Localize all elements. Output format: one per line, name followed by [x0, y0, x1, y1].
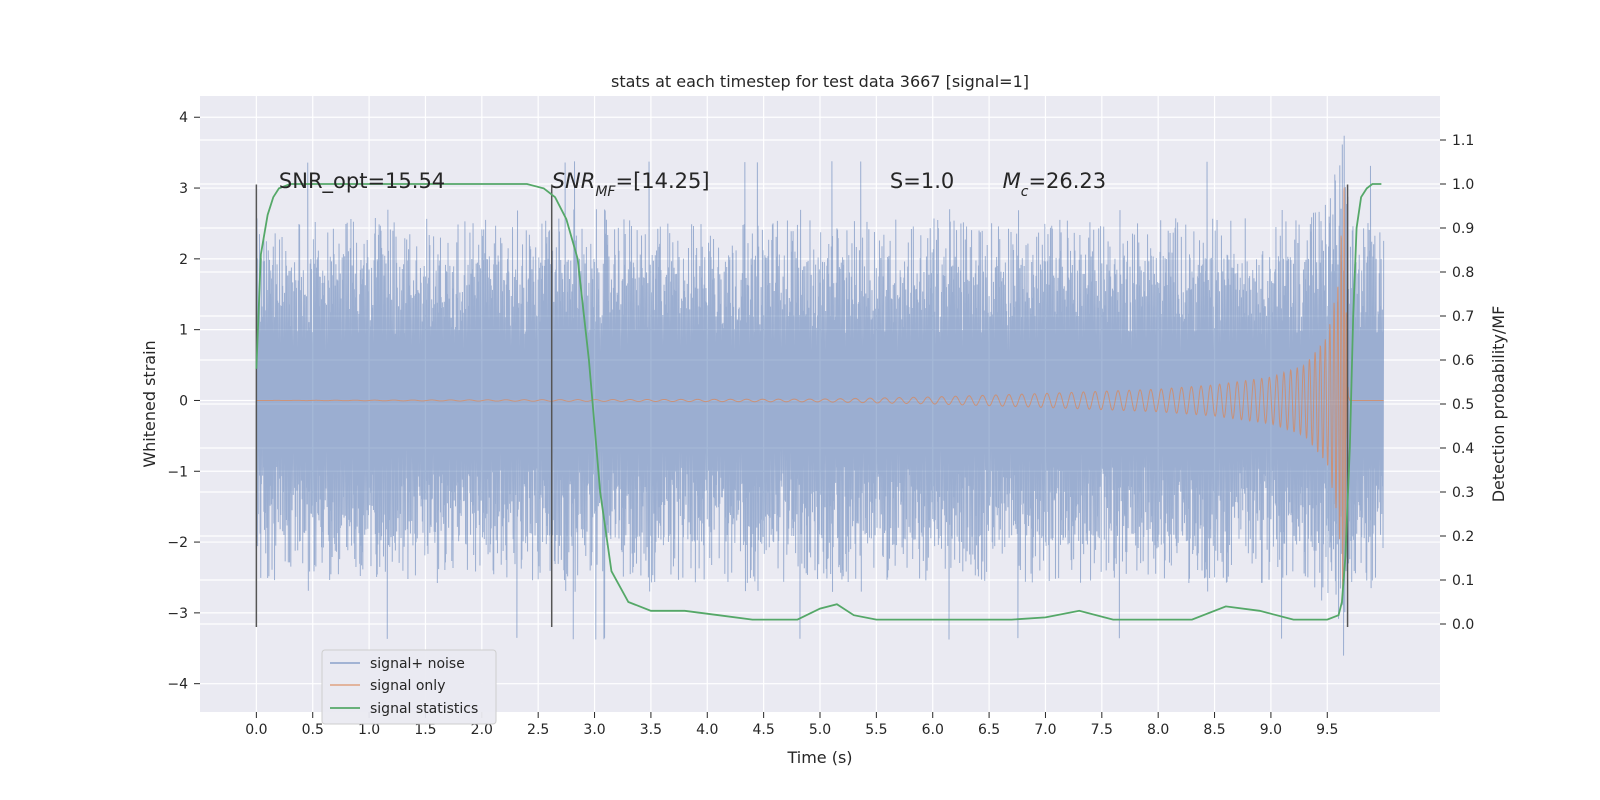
- x-tick-label: 3.0: [583, 722, 605, 738]
- x-tick-label: 9.5: [1316, 722, 1338, 738]
- x-tick-label: 5.5: [865, 722, 887, 738]
- x-tick-label: 7.5: [1091, 722, 1113, 738]
- series-signal-statistics: [255, 183, 1382, 621]
- annotation-2: S=1.0: [890, 169, 954, 193]
- y-tick-label: 2: [179, 252, 188, 268]
- annotations: SNR_opt=15.54 SNRMF=[14.25] S=1.0 Mc=26.23: [279, 169, 1106, 200]
- x-tick-label: 5.0: [809, 722, 831, 738]
- annotation-0: SNR_opt=15.54: [279, 169, 445, 194]
- y-tick-label: 1: [179, 323, 188, 339]
- x-tick-label: 0.5: [302, 722, 324, 738]
- x-axis-ticks: 0.0 0.5 1.0 1.5 2.0 2.5 3.0 3.5 4.0 4.5 5.0 5.5 6.0 6…: [245, 712, 1338, 738]
- right-axis-ticks: 0.0 0.1 0.2 0.3 0.4 0.5 0.6 0.7 0.8 0.9 1.0 1.1: [1440, 133, 1474, 633]
- x-tick-label: 4.5: [753, 722, 775, 738]
- x-tick-label: 2.5: [527, 722, 549, 738]
- y2-tick-label: 1.1: [1452, 133, 1474, 149]
- y-tick-label: 3: [179, 181, 188, 197]
- y2-tick-label: 0.4: [1452, 441, 1474, 457]
- y2-tick-label: 0.1: [1452, 573, 1474, 589]
- signal-statistics-line: [255, 183, 1382, 621]
- y-tick-label: −1: [167, 464, 188, 480]
- y2-tick-label: 0.0: [1452, 617, 1474, 633]
- x-tick-label: 2.0: [471, 722, 493, 738]
- x-tick-label: 1.0: [358, 722, 380, 738]
- legend-label-signal-statistics: signal statistics: [370, 701, 478, 717]
- x-tick-label: 9.0: [1260, 722, 1282, 738]
- x-tick-label: 4.0: [696, 722, 718, 738]
- legend-label-signal-plus-noise: signal+ noise: [370, 656, 465, 672]
- y2-tick-label: 0.6: [1452, 353, 1474, 369]
- x-tick-label: 3.5: [640, 722, 662, 738]
- chart-title: stats at each timestep for test data 366…: [611, 72, 1029, 91]
- signal-only-line: [256, 187, 1384, 596]
- x-tick-label: 8.5: [1203, 722, 1225, 738]
- y-axis-label: Whitened strain: [140, 340, 159, 467]
- y2-axis-label: Detection probability/MF: [1489, 306, 1508, 503]
- y2-tick-label: 0.2: [1452, 529, 1474, 545]
- x-tick-label: 8.0: [1147, 722, 1169, 738]
- x-tick-label: 6.5: [978, 722, 1000, 738]
- y-tick-label: −3: [167, 606, 188, 622]
- x-tick-label: 6.0: [922, 722, 944, 738]
- vertical-markers: [255, 184, 1349, 628]
- y-tick-label: 0: [179, 393, 188, 409]
- series-signal-plus-noise: [255, 135, 1385, 656]
- y2-tick-label: 0.8: [1452, 265, 1474, 281]
- x-tick-label: 1.5: [414, 722, 436, 738]
- annotation-3: Mc=26.23: [1003, 169, 1107, 200]
- y2-tick-label: 1.0: [1452, 177, 1474, 193]
- left-axis-ticks: −4 −3 −2 −1 0 1 2 3 4: [167, 110, 200, 693]
- y-tick-label: 4: [179, 110, 188, 126]
- y2-tick-label: 0.9: [1452, 221, 1474, 237]
- x-tick-label: 0.0: [245, 722, 267, 738]
- y2-tick-label: 0.3: [1452, 485, 1474, 501]
- y-tick-label: −2: [167, 535, 188, 551]
- series-signal-only: [256, 187, 1384, 596]
- legend-box: [321, 649, 497, 725]
- y2-tick-label: 0.5: [1452, 397, 1474, 413]
- signal-plus-noise-line: [255, 135, 1385, 656]
- legend: signal+ noise signal only signal statist…: [321, 649, 497, 725]
- y2-tick-label: 0.7: [1452, 309, 1474, 325]
- y-tick-label: −4: [167, 677, 188, 693]
- annotation-1: SNRMF=[14.25]: [552, 169, 710, 200]
- x-tick-label: 7.0: [1034, 722, 1056, 738]
- x-axis-label: Time (s): [786, 748, 852, 767]
- legend-label-signal-only: signal only: [370, 678, 445, 694]
